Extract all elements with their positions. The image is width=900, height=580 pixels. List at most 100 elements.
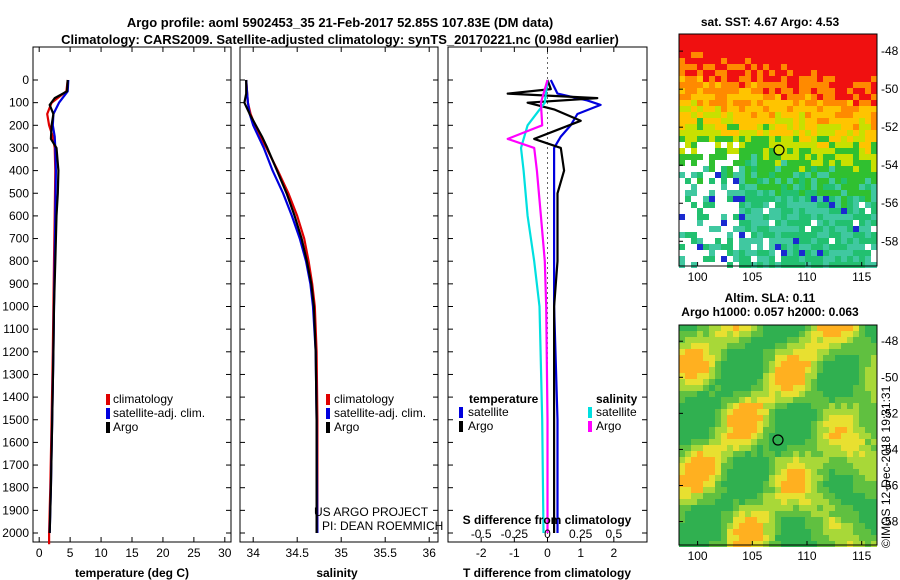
s-tick-label: 0 [544, 527, 551, 541]
sst-map-title: sat. SST: 4.67 Argo: 4.53 [701, 15, 840, 29]
series-line-satellite-adj-clim- [245, 79, 319, 534]
depth-tick-label: 200 [9, 118, 29, 132]
x-tick-label: -2 [476, 546, 487, 560]
x-tick-label: 15 [125, 546, 139, 560]
temperature-panel: 0100200300400500600700800900100011001200… [2, 46, 232, 580]
lat-tick-label: -58 [881, 234, 899, 248]
title-line-1: Argo profile: aoml 5902453_35 21-Feb-201… [127, 15, 553, 30]
lat-tick-label: -52 [881, 406, 899, 420]
temperature-xlabel: temperature (deg C) [75, 566, 189, 580]
depth-tick-label: 600 [9, 209, 29, 223]
title-line-2: Climatology: CARS2009. Satellite-adjuste… [61, 32, 619, 47]
s-tick-label: -0.5 [471, 527, 492, 541]
x-tick-label: 34 [247, 546, 261, 560]
lon-tick-label: 105 [742, 270, 762, 284]
sla-map-title-1: Altim. SLA: 0.11 [725, 291, 816, 305]
lon-tick-label: 105 [742, 549, 762, 563]
legend-climatology-2: climatology [334, 392, 394, 406]
depth-axis: 0 100 200 300 400 500 600 700 800 900 1000 1100 1200… [2, 73, 231, 540]
lat-tick-label: -54 [881, 442, 899, 456]
legend-satellite-2: satellite-adj. clim. [334, 406, 426, 420]
lon-tick-label: 110 [797, 270, 816, 284]
s-difference-axis: -0.5 -0.25 0 0.25 0.5 [471, 527, 623, 541]
series-line-t-argo [506, 79, 599, 533]
x-tick-label: 36 [423, 546, 437, 560]
legend-s-satellite: satellite [596, 405, 637, 419]
x-tick-label: 30 [218, 546, 232, 560]
depth-tick-label: 1700 [2, 458, 29, 472]
t-difference-xlabel: T difference from climatology [463, 566, 631, 580]
series-line-s-argo [506, 79, 549, 533]
depth-tick-label: 0 [22, 73, 29, 87]
x-tick-label: 20 [156, 546, 170, 560]
argo-float-marker-2 [772, 434, 784, 446]
series-line-s-satellite [519, 79, 549, 534]
argo-float-marker [773, 144, 785, 156]
depth-tick-label: 1800 [2, 481, 29, 495]
lon-tick-label: 100 [688, 270, 708, 284]
x-tick-label: 0 [36, 546, 43, 560]
depth-tick-label: 400 [9, 164, 29, 178]
lat-tick-label: -58 [881, 515, 899, 529]
salinity-xlabel: salinity [316, 566, 358, 580]
x-tick-label: 35.5 [374, 546, 398, 560]
difference-legend: temperature salinity satellite Argo sate… [459, 392, 638, 433]
legend-t-argo: Argo [468, 419, 494, 433]
depth-tick-label: 1500 [2, 413, 29, 427]
legend-s-argo: Argo [596, 419, 622, 433]
x-tick-label: 10 [94, 546, 108, 560]
lat-tick-label: -48 [881, 44, 899, 58]
x-tick-label: 2 [610, 546, 617, 560]
temperature-axis: 0 5 10 15 20 25 30 [36, 47, 232, 560]
depth-tick-label: 1300 [2, 367, 29, 381]
lat-tick-label: -50 [881, 370, 899, 384]
salinity-axis: 34 34.5 35 35.5 36 [247, 47, 437, 560]
salinity-legend: climatology satellite-adj. clim. Argo [326, 392, 426, 434]
lat-tick-label: -50 [881, 82, 899, 96]
imos-watermark: ©IMOS 12-Dec-2018 19:31:31 [879, 385, 893, 548]
depth-tick-label: 900 [9, 277, 29, 291]
s-tick-label: 0.25 [569, 527, 593, 541]
lon-tick-label: 100 [688, 549, 708, 563]
depth-tick-label: 1200 [2, 345, 29, 359]
legend-satellite: satellite-adj. clim. [113, 406, 205, 420]
series-line-argo [48, 79, 69, 534]
sla-map: Altim. SLA: 0.11 Argo h1000: 0.057 h2000… [678, 291, 899, 563]
depth-tick-label: 500 [9, 186, 29, 200]
lon-tick-label: 115 [852, 549, 871, 563]
s-difference-xlabel: S difference from climatology [463, 513, 632, 527]
legend-temperature-title: temperature [469, 392, 539, 406]
lat-tick-label: -56 [881, 478, 899, 492]
legend-salinity-title: salinity [596, 392, 638, 406]
depth-tick-label: 800 [9, 254, 29, 268]
s-tick-label: -0.25 [501, 527, 529, 541]
x-tick-label: 1 [577, 546, 584, 560]
series-line-climatology [245, 79, 319, 533]
depth-tick-label: 700 [9, 232, 29, 246]
x-tick-label: 25 [187, 546, 201, 560]
lon-tick-label: 110 [797, 549, 816, 563]
lat-tick-label: -56 [881, 196, 899, 210]
depth-tick-label: 100 [9, 96, 29, 110]
sst-map: sat. SST: 4.67 Argo: 4.53 100 105 110 115 -4… [678, 15, 899, 284]
lat-tick-label: -54 [881, 158, 899, 172]
salinity-panel: 34 34.5 35 35.5 36 climatology satellite-adj… [239, 46, 443, 580]
lon-tick-label: 115 [852, 270, 871, 284]
depth-tick-label: 1100 [3, 322, 29, 336]
legend-t-satellite: satellite [468, 405, 509, 419]
lat-tick-label: -52 [881, 120, 899, 134]
x-tick-label: -1 [509, 546, 520, 560]
credit-project: US ARGO PROJECT [314, 505, 429, 519]
legend-argo: Argo [113, 420, 139, 434]
depth-tick-label: 1600 [2, 435, 29, 449]
depth-tick-label: 2000 [2, 526, 29, 540]
x-tick-label: 34.5 [286, 546, 310, 560]
legend-argo-2: Argo [334, 420, 360, 434]
credit-pi: PI: DEAN ROEMMICH [322, 519, 443, 533]
lat-tick-label: -48 [881, 334, 899, 348]
series-line-argo [243, 80, 318, 533]
depth-tick-label: 1400 [2, 390, 29, 404]
t-difference-axis: -2 -1 0 1 2 [476, 47, 617, 560]
depth-tick-label: 1000 [2, 300, 29, 314]
